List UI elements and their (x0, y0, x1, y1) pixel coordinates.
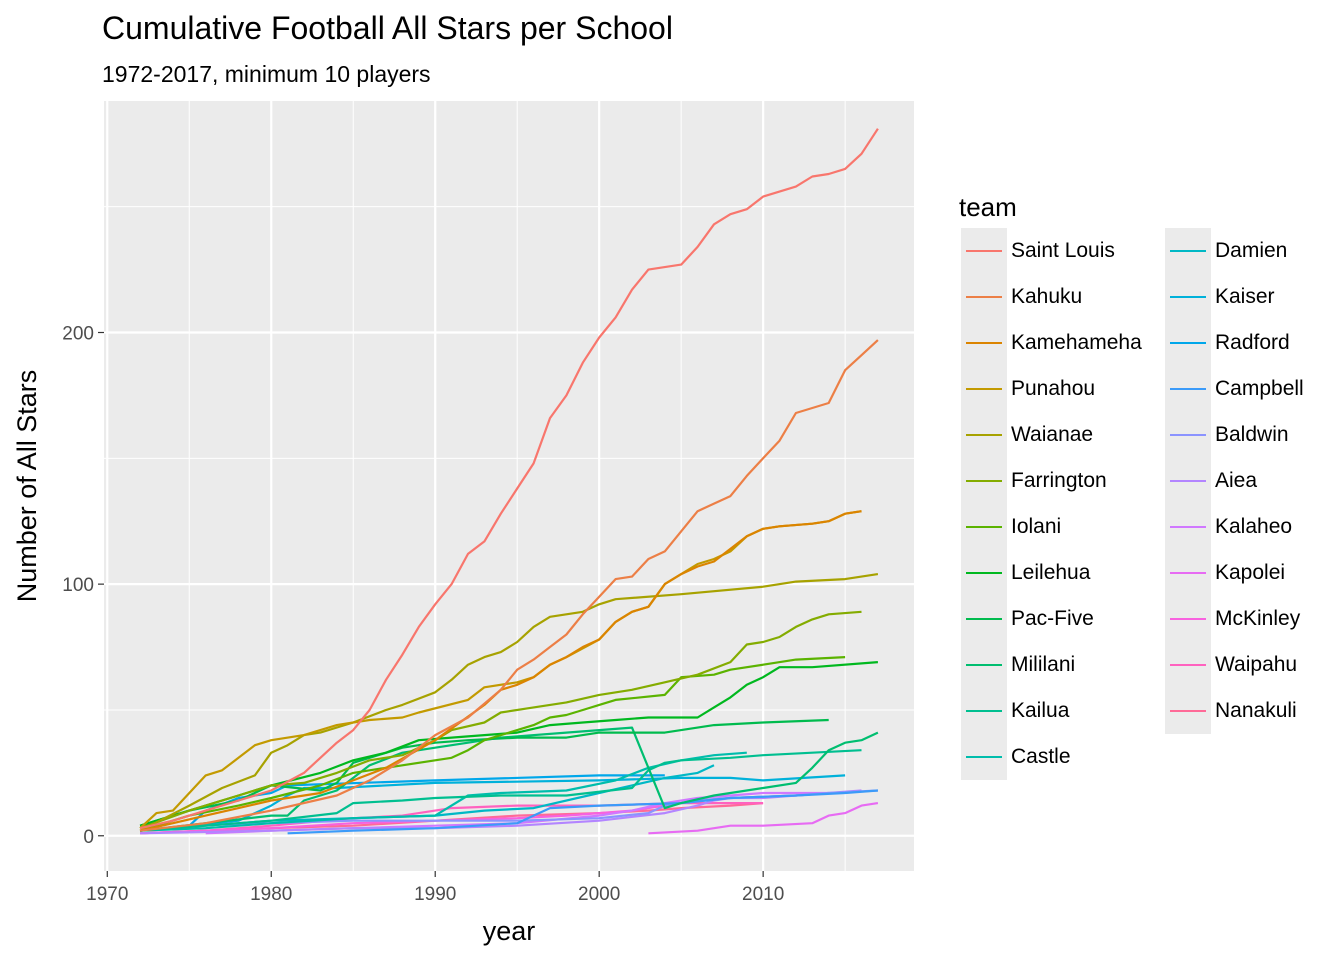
legend-key (1165, 642, 1211, 688)
legend-key (1165, 274, 1211, 320)
legend-item: Waianae (961, 412, 1093, 458)
legend-item: Iolani (961, 504, 1061, 550)
chart-title: Cumulative Football All Stars per School (102, 10, 673, 46)
legend-label: Kaiser (1215, 285, 1275, 308)
legend-item: Farrington (961, 458, 1107, 504)
series-line-saint-louis (139, 128, 879, 830)
x-tick-label: 1990 (414, 884, 456, 905)
legend-label: Saint Louis (1011, 239, 1115, 262)
x-tick-label: 2010 (742, 884, 784, 905)
legend-key (961, 688, 1007, 734)
legend-key (961, 504, 1007, 550)
legend-item: Kalaheo (1165, 504, 1292, 550)
legend-item: Baldwin (1165, 412, 1289, 458)
legend-key (961, 734, 1007, 780)
x-tick-label: 2000 (578, 884, 620, 905)
legend-label: Mililani (1011, 653, 1076, 676)
legend-item: Castle (961, 734, 1071, 780)
legend-title: team (959, 192, 1017, 222)
series-line-kapolei (648, 802, 879, 835)
legend-key (1165, 412, 1211, 458)
y-tick-label: 0 (83, 827, 94, 848)
legend-label: Aiea (1215, 469, 1258, 492)
legend-label: Kahuku (1011, 285, 1083, 308)
series-line-kaiser (139, 774, 846, 832)
x-tick-label: 1980 (250, 884, 292, 905)
series-line-kailua (140, 749, 862, 832)
legend-item: Nanakuli (1165, 688, 1297, 734)
series-line-leilehua (139, 661, 878, 827)
legend-label: Leilehua (1011, 561, 1091, 584)
legend-key (961, 228, 1007, 274)
legend-key (961, 366, 1007, 412)
legend-item: Pac-Five (961, 596, 1094, 642)
legend-label: Castle (1011, 745, 1071, 768)
series-line-waianae (139, 573, 879, 832)
legend-label: Iolani (1011, 515, 1062, 538)
legend-key (961, 412, 1007, 458)
legend-label: Radford (1215, 331, 1290, 354)
series-line-radford (139, 774, 665, 832)
legend-label: Farrington (1011, 469, 1107, 492)
legend-label: Campbell (1215, 377, 1304, 400)
legend-item: Radford (1165, 320, 1290, 366)
legend-item: Aiea (1165, 458, 1257, 504)
legend-label: Punahou (1011, 377, 1096, 400)
series-line-kamehameha (139, 510, 862, 832)
legend-key (961, 274, 1007, 320)
y-axis-label: Number of All Stars (12, 370, 42, 603)
legend-item: Damien (1165, 228, 1287, 274)
legend-label: Kapolei (1215, 561, 1286, 584)
legend-label: McKinley (1215, 607, 1301, 630)
legend-label: Nanakuli (1215, 699, 1297, 722)
legend-key (961, 458, 1007, 504)
legend-key (1165, 550, 1211, 596)
legend-label: Pac-Five (1011, 607, 1094, 630)
legend-item: Mililani (961, 642, 1075, 688)
series-line-farrington (139, 610, 862, 830)
series-line-iolani (139, 656, 846, 832)
legend-item: Leilehua (961, 550, 1090, 596)
legend-label: Damien (1215, 239, 1288, 262)
legend-key (961, 642, 1007, 688)
series-line-kahuku (139, 339, 879, 832)
legend-key (1165, 228, 1211, 274)
legend-item: Campbell (1165, 366, 1304, 412)
legend-item: Kamehameha (961, 320, 1142, 366)
legend-key (961, 320, 1007, 366)
legend-label: Kamehameha (1011, 331, 1142, 354)
y-tick-label: 200 (62, 324, 94, 345)
legend-item: Kahuku (961, 274, 1082, 320)
chart-subtitle: 1972-2017, minimum 10 players (102, 61, 431, 87)
x-tick-label: 1970 (86, 884, 128, 905)
legend-item: Kaiser (1165, 274, 1275, 320)
legend-item: Kailua (961, 688, 1069, 734)
legend-item: Saint Louis (961, 228, 1115, 274)
legend-item: Waipahu (1165, 642, 1297, 688)
legend-key (1165, 596, 1211, 642)
legend-key (1165, 504, 1211, 550)
y-tick-label: 100 (62, 575, 94, 596)
series-line-campbell (287, 789, 878, 835)
legend-key (1165, 320, 1211, 366)
legend-item: Kapolei (1165, 550, 1285, 596)
legend-label: Waipahu (1215, 653, 1298, 676)
legend-label: Kailua (1011, 699, 1070, 722)
legend-key (961, 550, 1007, 596)
legend-item: Punahou (961, 366, 1095, 412)
legend-key (1165, 366, 1211, 412)
legend-key (961, 596, 1007, 642)
legend-label: Waianae (1011, 423, 1094, 446)
plot-panel (104, 101, 914, 871)
legend-key (1165, 458, 1211, 504)
legend-label: Baldwin (1215, 423, 1289, 446)
legend-item: McKinley (1165, 596, 1300, 642)
legend-key (1165, 688, 1211, 734)
x-axis-label: year (483, 916, 536, 946)
legend-label: Kalaheo (1215, 515, 1293, 538)
